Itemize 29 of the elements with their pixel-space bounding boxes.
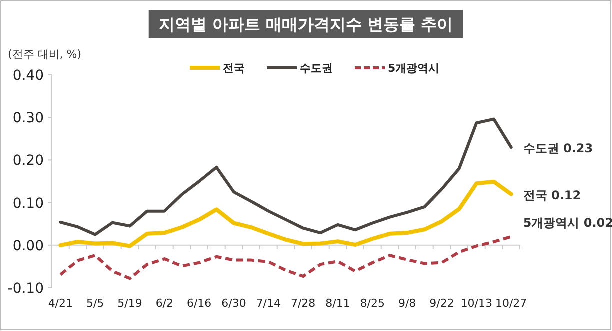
x-tick-label: 9/8 (398, 297, 416, 310)
chart-title: 지역별 아파트 매매가격지수 변동률 추이 (158, 15, 454, 34)
x-tick-label: 5/19 (118, 297, 142, 310)
legend-label: 5개광역시 (388, 62, 440, 75)
y-tick-label: -0.10 (8, 281, 44, 297)
annotation: 수도권 0.23 (523, 141, 594, 156)
x-tick-label: 10/27 (495, 297, 528, 310)
x-tick-label: 10/13 (460, 297, 493, 310)
x-tick-label: 6/2 (156, 297, 174, 310)
x-tick-label: 9/22 (430, 297, 454, 310)
x-tick-label: 7/28 (290, 297, 316, 310)
x-tick-label: 5/5 (86, 297, 104, 310)
x-tick-label: 8/11 (326, 297, 350, 310)
annotation: 5개광역시 0.02 (523, 216, 612, 230)
x-tick-label: 4/21 (48, 297, 74, 310)
y-axis-title: (전주 대비, %) (8, 48, 82, 61)
x-tick-label: 6/30 (222, 297, 246, 310)
y-tick-label: 0.30 (12, 110, 44, 127)
y-tick-label: 0.20 (12, 153, 44, 170)
x-tick-label: 7/14 (256, 297, 282, 310)
y-tick-label: 0.40 (12, 68, 44, 84)
y-tick-label: 0.00 (12, 238, 44, 254)
annotation: 전국 0.12 (523, 188, 582, 202)
legend-label: 수도권 (300, 62, 333, 75)
x-tick-label: 6/16 (186, 297, 212, 310)
x-tick-label: 8/25 (360, 297, 386, 310)
title: 지역별 아파트 매매가격지수 변동률 추이 (148, 10, 464, 38)
y-tick-label: 0.10 (12, 196, 44, 212)
legend-label: 전국 (223, 62, 245, 75)
